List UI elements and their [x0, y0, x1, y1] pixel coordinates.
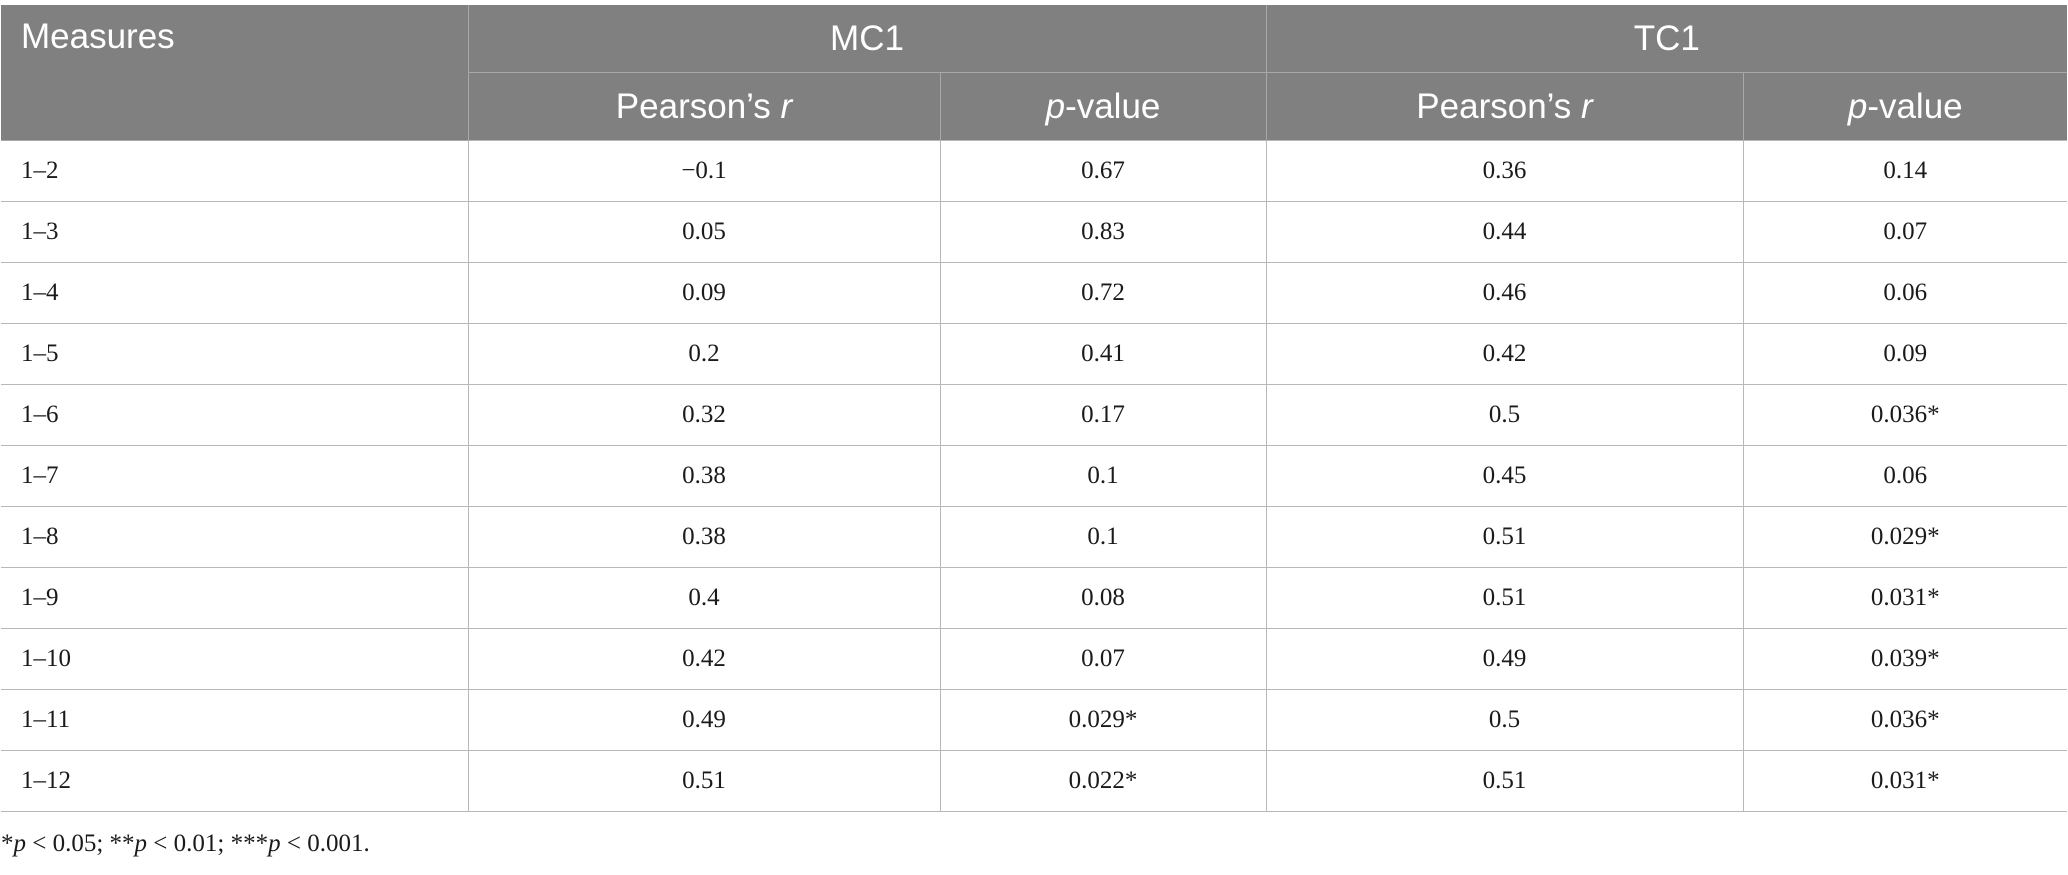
table-footnote: *p < 0.05; **p < 0.01; ***p < 0.001.: [1, 830, 370, 858]
table-row: 1–3 0.05 0.83 0.44 0.07: [1, 201, 2067, 263]
footnote-part: *: [1, 830, 14, 857]
table-row: 1–4 0.09 0.72 0.46 0.06: [1, 262, 2067, 324]
tc1-p-value-cell: 0.036*: [1742, 384, 2067, 446]
pearson-r-symbol: r: [1581, 86, 1593, 126]
mc1-p-value-cell: 0.41: [939, 323, 1267, 385]
tc1-p-value-cell: 0.09: [1742, 323, 2067, 385]
pearson-label: Pearson’s: [1416, 86, 1582, 126]
measure-cell: 1–2: [1, 140, 469, 202]
measure-cell: 1–4: [1, 262, 469, 324]
mc1-p-value-cell: 0.07: [939, 628, 1267, 690]
table-body: 1–2 −0.1 0.67 0.36 0.14 1–3 0.05 0.83 0.44 0.07 1–…: [1, 140, 2067, 812]
tc1-pearson-r-cell: 0.5: [1265, 689, 1744, 751]
mc1-p-value-cell: 0.022*: [939, 750, 1267, 812]
tc1-p-value-cell: 0.14: [1742, 140, 2067, 202]
table-row: 1–9 0.4 0.08 0.51 0.031*: [1, 567, 2067, 629]
mc1-pearson-r-cell: 0.4: [467, 567, 941, 629]
mc1-pearson-r-cell: 0.2: [467, 323, 941, 385]
footnote-part: < 0.001.: [280, 830, 370, 857]
mc1-p-value-cell: 0.83: [939, 201, 1267, 263]
tc1-pearson-r-cell: 0.36: [1265, 140, 1744, 202]
mc1-p-value-cell: 0.72: [939, 262, 1267, 324]
mc1-pearson-header: Pearson’s r: [467, 72, 941, 141]
footnote-part: < 0.01; ***: [147, 830, 269, 857]
mc1-p-value-cell: 0.67: [939, 140, 1267, 202]
table-row: 1–2 −0.1 0.67 0.36 0.14: [1, 140, 2067, 202]
mc1-pearson-r-cell: 0.09: [467, 262, 941, 324]
measures-column-header: Measures: [1, 5, 469, 141]
table-row: 1–8 0.38 0.1 0.51 0.029*: [1, 506, 2067, 568]
footnote-part: p: [268, 830, 281, 857]
mc1-pearson-r-cell: 0.49: [467, 689, 941, 751]
tc1-pearson-r-cell: 0.49: [1265, 628, 1744, 690]
measure-cell: 1–11: [1, 689, 469, 751]
measure-cell: 1–8: [1, 506, 469, 568]
table-row: 1–12 0.51 0.022* 0.51 0.031*: [1, 750, 2067, 812]
tc1-pearson-r-cell: 0.5: [1265, 384, 1744, 446]
tc1-p-value-cell: 0.039*: [1742, 628, 2067, 690]
mc1-pearson-r-cell: 0.32: [467, 384, 941, 446]
table-row: 1–5 0.2 0.41 0.42 0.09: [1, 323, 2067, 385]
footnote-part: p: [13, 830, 27, 857]
table-row: 1–7 0.38 0.1 0.45 0.06: [1, 445, 2067, 507]
tc1-p-value-cell: 0.036*: [1742, 689, 2067, 751]
tc1-pearson-header: Pearson’s r: [1265, 72, 1744, 141]
pearson-r-symbol: r: [780, 86, 793, 126]
mc1-pearson-r-cell: 0.38: [467, 506, 941, 568]
tc1-pearson-r-cell: 0.46: [1265, 262, 1744, 324]
table-row: 1–10 0.42 0.07 0.49 0.039*: [1, 628, 2067, 690]
mc1-pearson-r-cell: 0.38: [467, 445, 941, 507]
mc1-p-value-cell: 0.17: [939, 384, 1267, 446]
tc1-group-header: TC1: [1265, 5, 2067, 73]
mc1-p-value-cell: 0.1: [939, 445, 1267, 507]
pearson-label: Pearson’s: [615, 86, 781, 126]
measure-cell: 1–3: [1, 201, 469, 263]
correlation-table: Measures MC1 TC1 Pearson’s r p-value Pea…: [1, 5, 2067, 812]
tc1-p-value-cell: 0.06: [1742, 445, 2067, 507]
footnote-part: < 0.05; **: [26, 830, 135, 857]
tc1-pearson-r-cell: 0.44: [1265, 201, 1744, 263]
tc1-p-value-cell: 0.031*: [1742, 750, 2067, 812]
mc1-pearson-r-cell: −0.1: [467, 140, 941, 202]
p-symbol: p: [1847, 86, 1868, 126]
measure-cell: 1–5: [1, 323, 469, 385]
measure-cell: 1–9: [1, 567, 469, 629]
tc1-pearson-r-cell: 0.51: [1265, 750, 1744, 812]
mc1-pearson-r-cell: 0.51: [467, 750, 941, 812]
pvalue-label: -value: [1867, 86, 1963, 126]
measure-cell: 1–7: [1, 445, 469, 507]
tc1-pearson-r-cell: 0.51: [1265, 567, 1744, 629]
mc1-p-value-cell: 0.029*: [939, 689, 1267, 751]
tc1-p-value-cell: 0.07: [1742, 201, 2067, 263]
mc1-pvalue-header: p-value: [939, 72, 1267, 141]
mc1-pearson-r-cell: 0.42: [467, 628, 941, 690]
measure-cell: 1–6: [1, 384, 469, 446]
header-sub-row: Pearson’s r p-value Pearson’s r p-value: [1, 72, 2067, 141]
mc1-group-header: MC1: [467, 5, 1267, 73]
tc1-pearson-r-cell: 0.51: [1265, 506, 1744, 568]
tc1-p-value-cell: 0.06: [1742, 262, 2067, 324]
table-row: 1–11 0.49 0.029* 0.5 0.036*: [1, 689, 2067, 751]
p-symbol: p: [1045, 86, 1066, 126]
mc1-p-value-cell: 0.08: [939, 567, 1267, 629]
tc1-pearson-r-cell: 0.45: [1265, 445, 1744, 507]
table-header: Measures MC1 TC1 Pearson’s r p-value Pea…: [1, 5, 2067, 141]
pvalue-label: -value: [1065, 86, 1161, 126]
table-row: 1–6 0.32 0.17 0.5 0.036*: [1, 384, 2067, 446]
mc1-p-value-cell: 0.1: [939, 506, 1267, 568]
tc1-p-value-cell: 0.029*: [1742, 506, 2067, 568]
measure-cell: 1–10: [1, 628, 469, 690]
header-group-row: Measures MC1 TC1: [1, 5, 2067, 141]
tc1-p-value-cell: 0.031*: [1742, 567, 2067, 629]
tc1-pvalue-header: p-value: [1742, 72, 2067, 141]
footnote-part: p: [134, 830, 148, 857]
mc1-pearson-r-cell: 0.05: [467, 201, 941, 263]
measure-cell: 1–12: [1, 750, 469, 812]
tc1-pearson-r-cell: 0.42: [1265, 323, 1744, 385]
